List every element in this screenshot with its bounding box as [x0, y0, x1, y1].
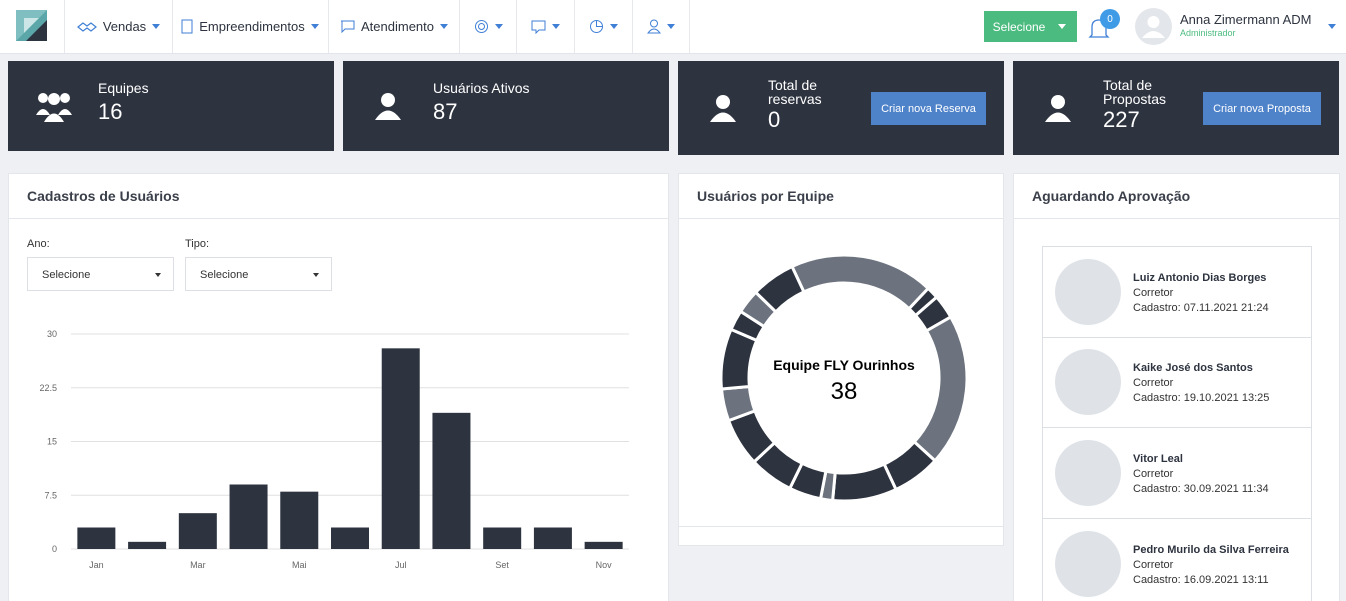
y-tick-label: 15: [47, 437, 57, 447]
avatar: [1055, 259, 1121, 325]
x-tick-label: Nov: [596, 560, 613, 570]
bar: [178, 513, 217, 549]
stat-card: Usuários Ativos 87: [343, 61, 669, 151]
stat-label: Total de reservas: [768, 77, 822, 107]
panel-title: Aguardando Aprovação: [1014, 174, 1339, 219]
bar: [584, 541, 623, 549]
person-name: Luiz Antonio Dias Borges: [1133, 272, 1267, 284]
approval-item[interactable]: Luiz Antonio Dias Borges Corretor Cadast…: [1042, 246, 1312, 338]
bar: [483, 527, 522, 549]
stat-label: Total de Propostas: [1103, 77, 1167, 107]
filter-label: Ano:: [27, 238, 50, 250]
approval-panel: Aguardando Aprovação Luiz Antonio Dias B…: [1013, 173, 1340, 601]
user-caret[interactable]: [1328, 24, 1336, 29]
donut-segment: [830, 462, 898, 503]
y-tick-label: 22.5: [39, 383, 57, 393]
approval-item[interactable]: Kaike José dos Santos Corretor Cadastro:…: [1042, 337, 1312, 428]
menu-icon[interactable]: [517, 0, 575, 53]
bar: [432, 412, 471, 549]
person-name: Kaike José dos Santos: [1133, 362, 1253, 374]
person-role: Corretor: [1133, 377, 1174, 389]
menu-item[interactable]: Atendimento: [329, 0, 460, 53]
menu-label: Empreendimentos: [199, 19, 305, 34]
bar: [229, 484, 268, 549]
avatar: [1055, 531, 1121, 597]
stat-label: Equipes: [98, 80, 149, 96]
bar: [533, 527, 572, 549]
approval-list: Luiz Antonio Dias Borges Corretor Cadast…: [1014, 246, 1339, 601]
select-label: Selecione: [992, 19, 1046, 34]
stat-value: 227: [1103, 107, 1140, 132]
user-name: Anna Zimermann ADM: [1180, 12, 1312, 27]
approval-item[interactable]: Vitor Leal Corretor Cadastro: 30.09.2021…: [1042, 428, 1312, 519]
user-role: Administrador: [1180, 28, 1236, 38]
bar: [381, 348, 420, 549]
center-label: Equipe FLY Ourinhos: [773, 357, 915, 373]
avatar: [1055, 349, 1121, 415]
x-tick-label: Mai: [292, 560, 307, 570]
x-tick-label: Jan: [89, 560, 104, 570]
panel-title: Usuários por Equipe: [679, 174, 1003, 219]
x-tick-label: Jul: [395, 560, 407, 570]
bar: [128, 541, 167, 549]
person-date: Cadastro: 07.11.2021 21:24: [1133, 302, 1269, 314]
avatar: [1055, 440, 1121, 506]
bar: [280, 491, 319, 549]
filter-value: Selecione: [200, 269, 249, 281]
notification-badge: 0: [1100, 9, 1120, 29]
y-tick-label: 0: [52, 544, 57, 554]
person-name: Pedro Murilo da Silva Ferreira: [1133, 544, 1289, 556]
y-tick-label: 7.5: [44, 490, 57, 500]
logo: [16, 10, 47, 41]
donut-segment: [790, 253, 931, 311]
stat-value: 87: [433, 99, 458, 124]
navbar: Vendas Empreendimentos Atendimento Selec…: [0, 0, 1346, 54]
registrations-panel: Cadastros de Usuários Ano: Selecione Tip…: [8, 173, 669, 601]
stat-value: 0: [768, 107, 781, 132]
bar: [331, 527, 369, 549]
person-date: Cadastro: 16.09.2021 13:11: [1133, 574, 1269, 586]
center-value: 38: [831, 378, 858, 405]
donut-segment: [753, 264, 806, 314]
panel-title: Cadastros de Usuários: [9, 174, 668, 219]
menu-label: Vendas: [102, 19, 147, 34]
person-date: Cadastro: 19.10.2021 13:25: [1133, 392, 1270, 404]
menu-icon[interactable]: [633, 0, 690, 53]
person-name: Vitor Leal: [1133, 453, 1183, 465]
stat-label: Usuários Ativos: [433, 80, 530, 96]
filter-select[interactable]: Selecione: [27, 257, 174, 291]
menu-item[interactable]: Vendas: [64, 0, 173, 53]
x-tick-label: Mar: [190, 560, 206, 570]
filter-label: Tipo:: [185, 238, 210, 250]
filter-value: Selecione: [42, 269, 91, 281]
person-role: Corretor: [1133, 287, 1174, 299]
menu-icon[interactable]: [575, 0, 633, 53]
donut-segment: [912, 314, 969, 463]
bar: [77, 527, 116, 549]
menu-label: Atendimento: [361, 19, 434, 34]
stat-card: Total de reservas 0 Criar nova Reserva: [678, 61, 1004, 155]
donut-chart: Equipe FLY Ourinhos 38: [719, 253, 969, 503]
person-date: Cadastro: 30.09.2021 11:34: [1133, 483, 1269, 495]
stat-card: Equipes 16: [8, 61, 334, 151]
approval-item[interactable]: Pedro Murilo da Silva Ferreira Corretor …: [1042, 519, 1312, 601]
create-button[interactable]: Criar nova Proposta: [1203, 92, 1321, 125]
person-role: Corretor: [1133, 468, 1174, 480]
y-tick-label: 30: [47, 329, 57, 339]
menu-icon[interactable]: [460, 0, 517, 53]
user-avatar[interactable]: [1135, 8, 1172, 45]
create-button[interactable]: Criar nova Reserva: [871, 92, 986, 125]
filter-select[interactable]: Selecione: [185, 257, 332, 291]
teams-panel: Usuários por Equipe Equipe FLY Ourinhos 3…: [678, 173, 1004, 546]
x-tick-label: Set: [495, 560, 509, 570]
stat-value: 16: [98, 99, 123, 124]
bar-chart: 0 7.5 15 22.5 30 Jan Mar Mai Jul Set Nov: [39, 329, 629, 570]
person-role: Corretor: [1133, 559, 1174, 571]
menu-item[interactable]: Empreendimentos: [172, 0, 329, 53]
stat-card: Total de Propostas 227 Criar nova Propos…: [1013, 61, 1339, 155]
select-button[interactable]: Selecione: [984, 11, 1077, 42]
